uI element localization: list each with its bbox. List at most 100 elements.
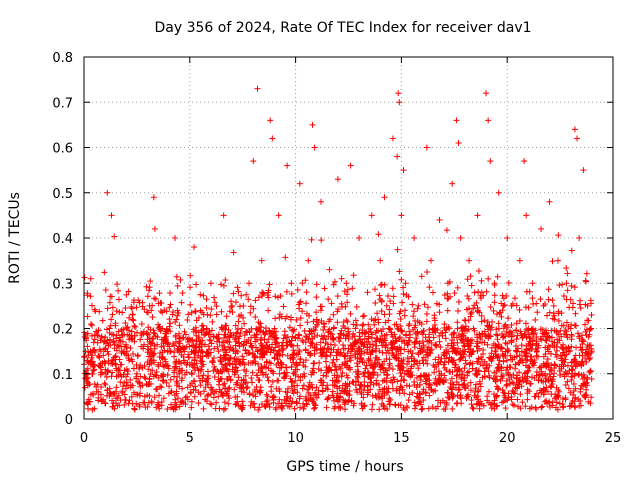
data-point [88,354,95,361]
data-point [499,307,506,314]
data-point [235,318,242,325]
data-point [222,277,229,284]
data-point [498,300,505,307]
data-point [368,406,375,413]
data-point [335,378,342,385]
data-point [405,397,412,404]
data-point [193,281,200,288]
data-point [587,354,594,361]
data-point [216,405,223,412]
data-point [210,394,217,401]
data-point [302,277,309,284]
data-point [516,306,523,313]
data-point [475,288,482,295]
data-point [137,336,144,343]
data-point [526,288,533,295]
data-point [310,327,317,334]
data-point [272,406,279,413]
data-point [87,275,94,282]
data-point [308,236,315,243]
data-point [529,280,536,287]
data-point [99,317,106,324]
data-point [392,401,399,408]
data-point [383,302,390,309]
data-point [568,343,575,350]
data-point [296,305,303,312]
data-point [176,322,183,329]
data-point [309,121,316,128]
data-point [439,332,446,339]
data-point [334,293,341,300]
data-point [454,339,461,346]
data-point [534,309,541,316]
data-point [562,381,569,388]
data-point [569,366,576,373]
data-point [389,366,396,373]
data-point [325,296,332,303]
data-point [320,349,327,356]
data-point [327,352,334,359]
data-point [564,270,571,277]
data-point [563,319,570,326]
data-point [377,257,384,264]
data-point [549,297,556,304]
data-point [517,391,524,398]
data-point [381,392,388,399]
data-point [516,257,523,264]
data-point [352,325,359,332]
data-point [574,330,581,337]
data-point [522,320,529,327]
data-point [264,339,271,346]
data-point [323,404,330,411]
data-point [409,389,416,396]
data-point [487,158,494,165]
data-point [364,289,371,296]
data-point [376,292,383,299]
data-point [296,180,303,187]
data-point [313,384,320,391]
data-point [538,225,545,232]
data-point [111,233,118,240]
data-point [464,342,471,349]
data-point [545,296,552,303]
data-point [378,281,385,288]
data-point [151,330,158,337]
data-point [273,328,280,335]
data-point [361,373,368,380]
data-point [476,405,483,412]
data-point [198,358,205,365]
data-point [338,275,345,282]
data-point [89,322,96,329]
data-point [512,365,519,372]
data-point [540,333,547,340]
data-point [286,324,293,331]
data-point [445,358,452,365]
data-point [143,330,150,337]
data-point [258,257,265,264]
data-point [509,401,516,408]
data-point [251,353,258,360]
data-point [538,336,545,343]
data-point [207,280,214,287]
data-point [330,281,337,288]
data-point [481,368,488,375]
data-point [338,300,345,307]
data-point [89,352,96,359]
data-point [451,290,458,297]
data-point [377,282,384,289]
data-point [418,273,425,280]
data-point [406,383,413,390]
data-point [462,360,469,367]
data-point [444,307,451,314]
data-point [464,327,471,334]
data-point [272,293,279,300]
data-point [313,294,320,301]
data-point [248,343,255,350]
data-point [281,328,288,335]
data-point [582,301,589,308]
data-point [113,332,120,339]
data-point [197,291,204,298]
data-point [389,285,396,292]
data-point [364,382,371,389]
data-point [284,162,291,169]
